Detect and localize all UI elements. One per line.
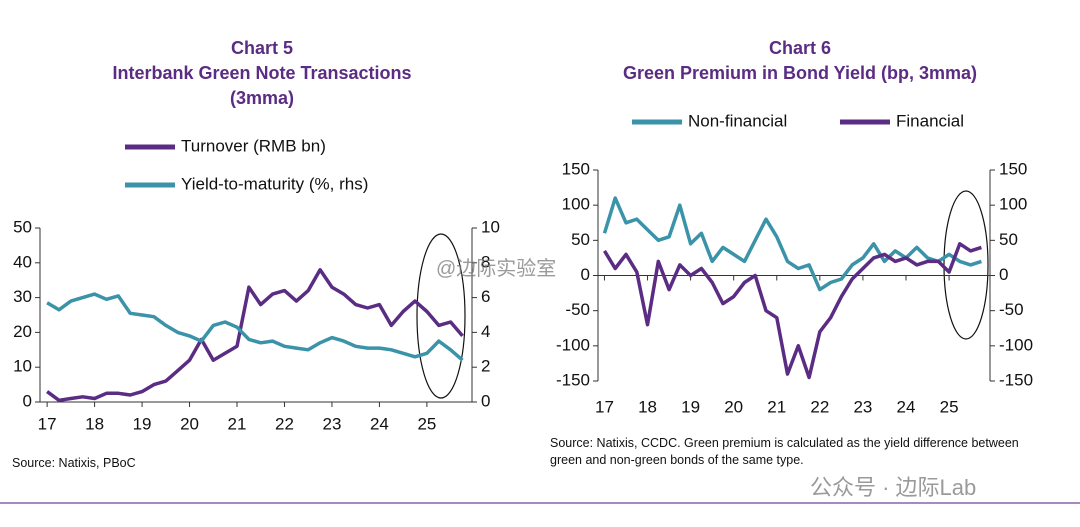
series-line <box>46 268 464 403</box>
legend-label: Non-financial <box>688 111 787 130</box>
x-tick-label: 24 <box>370 414 389 433</box>
source-note: Source: Natixis, PBoC <box>12 456 136 470</box>
source-note: Source: Natixis, CCDC. Green premium is … <box>550 436 1019 467</box>
y-tick-label: -100 <box>556 335 590 354</box>
y2-tick-label: 6 <box>481 287 490 306</box>
watermark: 公众号 · 边际Lab <box>810 475 977 500</box>
x-tick-label: 24 <box>897 397 916 416</box>
y2-tick-label: -150 <box>999 370 1033 389</box>
y2-tick-label: 2 <box>481 357 490 376</box>
x-tick-label: 22 <box>810 397 829 416</box>
y2-tick-label: 4 <box>481 322 490 341</box>
x-tick-label: 17 <box>38 414 57 433</box>
y-tick-label: 10 <box>13 357 32 376</box>
legend-label: Turnover (RMB bn) <box>181 136 326 155</box>
chart-subtitle: Green Premium in Bond Yield (bp, 3mma) <box>622 63 978 83</box>
y-tick-label: 100 <box>562 195 590 214</box>
x-tick-label: 20 <box>724 397 743 416</box>
x-tick-label: 19 <box>133 414 152 433</box>
chart-subtitle: Interbank Green Note Transactions (3mma) <box>112 63 412 108</box>
y-tick-label: 30 <box>13 287 32 306</box>
y2-tick-label: 0 <box>999 265 1008 284</box>
x-tick-label: 18 <box>638 397 657 416</box>
x-tick-label: 20 <box>180 414 199 433</box>
series-line <box>46 292 464 362</box>
y-tick-label: 0 <box>581 265 590 284</box>
x-tick-label: 19 <box>681 397 700 416</box>
chart-title: Chart 6 <box>768 38 831 58</box>
y-tick-label: 150 <box>562 159 590 178</box>
series-line <box>602 196 982 292</box>
series-line <box>603 242 982 380</box>
x-tick-label: 25 <box>940 397 959 416</box>
x-tick-label: 22 <box>275 414 294 433</box>
legend-label: Yield-to-maturity (%, rhs) <box>181 174 368 193</box>
y-tick-label: -150 <box>556 370 590 389</box>
y-tick-label: 50 <box>571 230 590 249</box>
x-tick-label: 21 <box>228 414 247 433</box>
y2-tick-label: 0 <box>481 391 490 410</box>
chart-title: Chart 5 <box>230 38 293 58</box>
x-tick-label: 21 <box>767 397 786 416</box>
y2-tick-label: 100 <box>999 195 1027 214</box>
y2-tick-label: 150 <box>999 159 1027 178</box>
y2-tick-label: -100 <box>999 335 1033 354</box>
x-tick-label: 25 <box>417 414 436 433</box>
x-tick-label: 18 <box>85 414 104 433</box>
y2-tick-label: -50 <box>999 300 1024 319</box>
watermark: @边际实验室 <box>436 258 557 280</box>
y-tick-label: 20 <box>13 322 32 341</box>
highlight-ellipse <box>416 233 466 399</box>
y-tick-label: 0 <box>23 391 32 410</box>
legend-label: Financial <box>896 111 964 130</box>
y-tick-label: -50 <box>565 300 590 319</box>
y-tick-label: 50 <box>13 217 32 236</box>
y2-tick-label: 10 <box>481 217 500 236</box>
y-tick-label: 40 <box>13 252 32 271</box>
y2-tick-label: 50 <box>999 230 1018 249</box>
y2-tick-label: 8 <box>481 252 490 271</box>
x-tick-label: 23 <box>322 414 341 433</box>
x-tick-label: 23 <box>853 397 872 416</box>
x-tick-label: 17 <box>595 397 614 416</box>
